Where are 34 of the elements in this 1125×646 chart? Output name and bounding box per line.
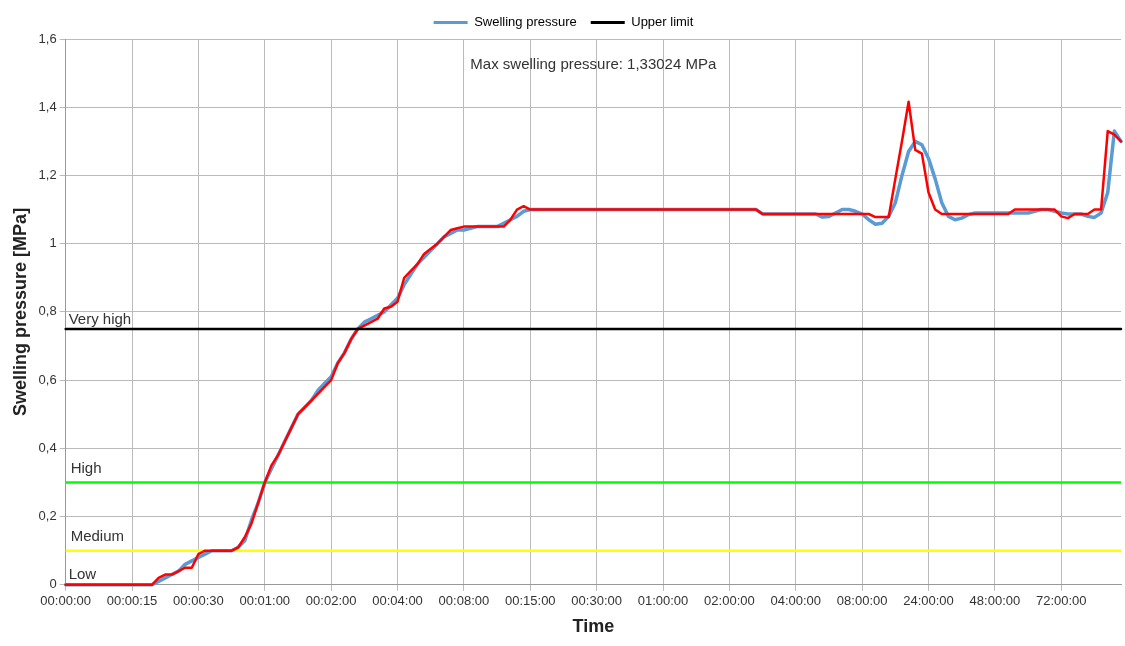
x-tick-label: 24:00:00 <box>903 593 954 609</box>
x-tick-label: 00:00:00 <box>40 593 91 609</box>
y-tick-label: 1,6 <box>38 30 57 46</box>
annotation: Low <box>68 565 97 583</box>
x-tick-label: 00:08:00 <box>438 593 490 609</box>
x-tick-label: 02:00:00 <box>704 593 755 609</box>
legend-label: Swelling pressure <box>474 14 577 30</box>
x-tick-label: 00:00:30 <box>173 593 224 609</box>
y-tick-label: 1 <box>49 235 57 251</box>
y-tick-label: 0 <box>49 576 57 592</box>
y-tick-label: 0,2 <box>38 508 57 524</box>
y-tick-label: 0,8 <box>38 303 57 319</box>
annotation: Very high <box>68 309 132 327</box>
x-tick-label: 01:00:00 <box>637 593 689 609</box>
ref-line-label: Medium <box>70 527 125 545</box>
ref-line-label: High <box>70 459 102 477</box>
x-tick-label: 48:00:00 <box>969 593 1021 609</box>
legend-label: Upper limit <box>631 14 694 30</box>
y-tick-label: 0,4 <box>38 439 57 455</box>
y-tick-label: 1,4 <box>38 98 57 114</box>
x-tick-label: 00:30:00 <box>571 593 622 609</box>
x-tick-label: 04:00:00 <box>770 593 822 609</box>
annotation: Max swelling pressure: 1,33024 MPa <box>470 55 717 73</box>
x-axis-title: Time <box>572 616 615 637</box>
y-tick-label: 0,6 <box>38 371 57 387</box>
x-tick-label: 00:01:00 <box>239 593 291 609</box>
x-tick-label: 00:15:00 <box>504 593 556 609</box>
x-tick-label: 00:02:00 <box>305 593 357 609</box>
y-tick-label: 1,2 <box>38 167 57 183</box>
x-tick-label: 00:00:15 <box>106 593 158 609</box>
x-tick-label: 08:00:00 <box>836 593 888 609</box>
y-axis-title: Swelling pressure [MPa] <box>9 207 30 416</box>
x-tick-label: 00:04:00 <box>372 593 423 609</box>
x-tick-label: 72:00:00 <box>1035 593 1087 609</box>
